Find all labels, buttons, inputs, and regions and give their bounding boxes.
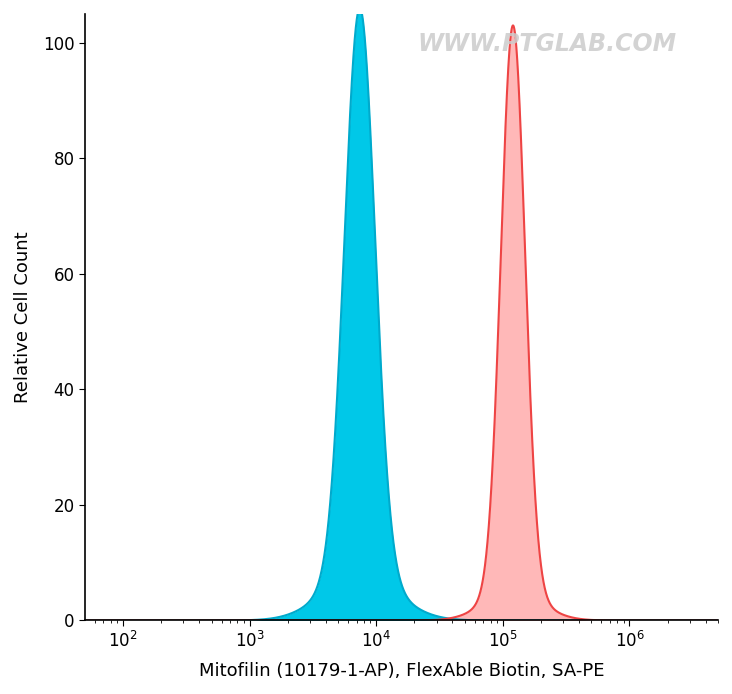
X-axis label: Mitofilin (10179-1-AP), FlexAble Biotin, SA-PE: Mitofilin (10179-1-AP), FlexAble Biotin,… (199, 662, 605, 680)
Y-axis label: Relative Cell Count: Relative Cell Count (14, 231, 32, 403)
Text: WWW.PTGLAB.COM: WWW.PTGLAB.COM (418, 32, 677, 56)
